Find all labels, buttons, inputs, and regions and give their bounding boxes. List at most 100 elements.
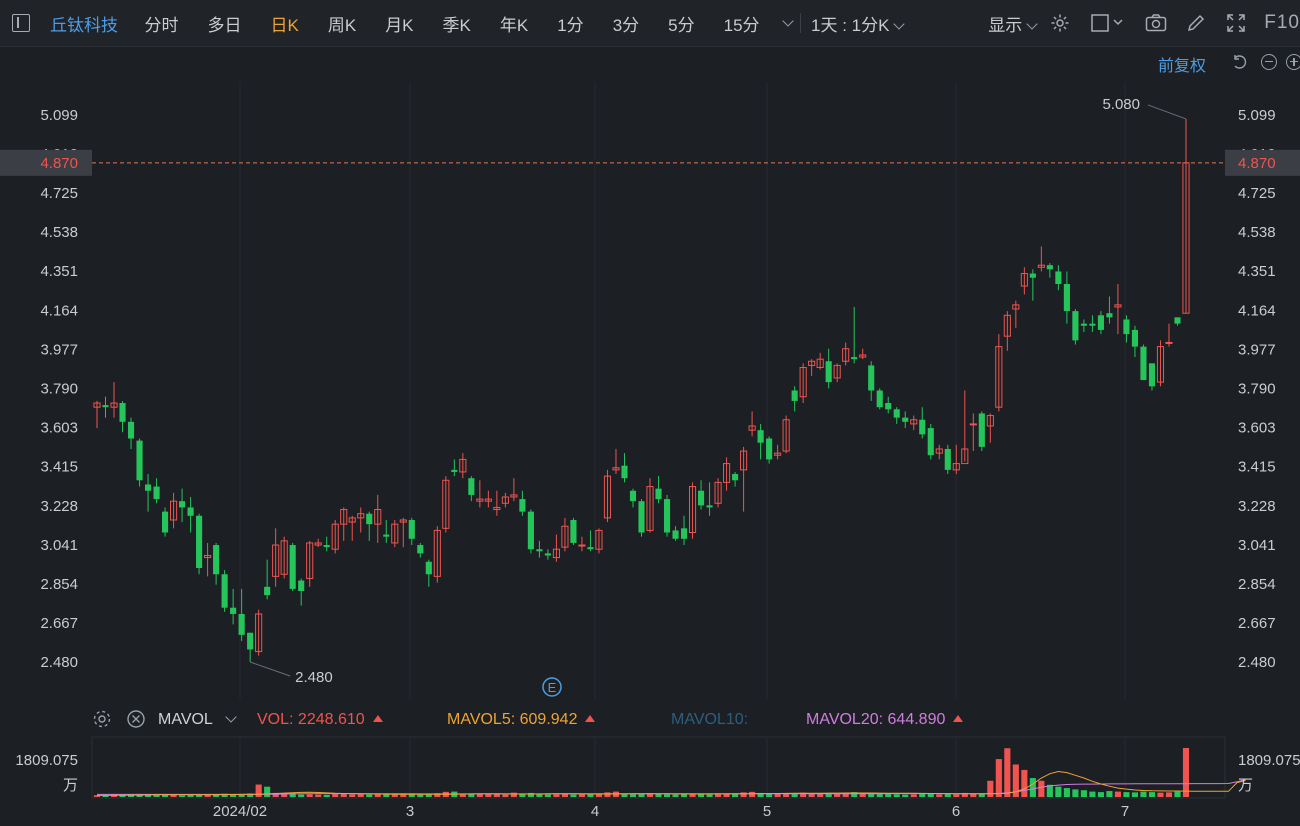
volume-bar (272, 792, 279, 797)
f10-button[interactable]: F10 (1264, 12, 1300, 33)
candle-body (110, 402, 118, 408)
tab-period[interactable]: 月K (385, 15, 414, 35)
sidebar-toggle-icon[interactable] (12, 14, 30, 32)
volume-bar (791, 793, 798, 797)
zoom-out-icon[interactable] (1261, 54, 1277, 70)
candle-body (706, 505, 713, 508)
candle-body (978, 413, 985, 447)
candle-body (859, 354, 867, 358)
price-tick-label: 4.351 (40, 263, 78, 280)
candle-body (314, 542, 322, 546)
gear-icon[interactable] (1048, 11, 1072, 35)
price-tick-label: 4.164 (1238, 302, 1276, 319)
mavol5-value: MAVOL5: 609.942 (447, 711, 596, 729)
camera-icon[interactable] (1144, 11, 1168, 35)
candle-body (842, 348, 850, 362)
indicator-close-icon[interactable] (126, 709, 146, 734)
price-axis-right: 5.099 4.725 4.538 4.351 4.164 3.977 3.790 3.603… (1225, 107, 1300, 671)
candle-body (298, 580, 305, 591)
tab-period[interactable]: 5分 (668, 15, 695, 35)
candle-body (272, 544, 280, 577)
candle-body (561, 525, 569, 548)
volume-bars (93, 748, 1190, 797)
candle-body (697, 490, 705, 506)
volume-bar (366, 794, 373, 797)
candle-body (136, 440, 143, 481)
tab-period[interactable]: 日K (270, 15, 299, 35)
candle-body (851, 357, 858, 360)
volume-bar (510, 792, 517, 797)
candle-body (570, 519, 577, 543)
zoom-in-icon[interactable] (1286, 54, 1300, 70)
volume-bar (570, 794, 577, 797)
mavol20-value: MAVOL20: 644.890 (806, 711, 964, 729)
candle-body (902, 417, 909, 422)
tab-period[interactable]: 1分 (557, 15, 584, 35)
volume-bar (672, 794, 679, 797)
display-menu-button[interactable]: 显示 (984, 11, 1040, 36)
tab-period[interactable]: 年K (499, 15, 529, 35)
volume-bar (740, 792, 747, 797)
candle-body (927, 428, 934, 456)
candle-body (468, 478, 475, 495)
candle-body (484, 498, 492, 502)
reset-icon[interactable] (1231, 53, 1249, 71)
time-axis-label: 7 (1121, 803, 1129, 820)
volume-bar (655, 793, 662, 797)
tab-period[interactable]: 分时 (144, 15, 179, 35)
up-arrow-icon (372, 715, 383, 722)
interval-select[interactable]: 1天 : 1分K (805, 11, 909, 36)
volume-bar (646, 793, 654, 797)
volume-bar (1012, 764, 1019, 797)
volume-bar (153, 794, 160, 797)
stock-name[interactable]: 丘钛科技 (50, 15, 118, 35)
candle-body (306, 542, 314, 579)
candle-body (1063, 283, 1070, 312)
candle-body (782, 419, 790, 452)
fullscreen-icon[interactable] (1224, 11, 1248, 35)
candle-body (442, 479, 450, 529)
candle-body (935, 448, 943, 454)
indicator-gear-icon[interactable] (92, 709, 112, 734)
candle-body (595, 529, 603, 550)
candle-body (1012, 304, 1020, 310)
period-tabs: 分时 多日 日K 周K 月K 季K 年K 1分 3分 5分 15分 (130, 11, 774, 36)
volume-bar (476, 794, 483, 797)
candle-body (408, 519, 415, 539)
candle-body (153, 486, 160, 500)
volume-bar (196, 794, 203, 797)
time-axis: 2024/02 3 4 5 6 7 (213, 803, 1129, 820)
adjust-mode-button[interactable]: 前复权 (1158, 58, 1207, 75)
volume-max-label-left: 1809.075 (15, 752, 78, 769)
candle-body (723, 463, 731, 483)
pencil-icon[interactable] (1184, 11, 1208, 35)
candle-body (1080, 323, 1087, 326)
volume-bar (332, 794, 339, 797)
indicator-name-select[interactable]: MAVOL (158, 711, 237, 729)
volume-bar (808, 793, 815, 797)
candle-body (425, 561, 432, 575)
tab-period[interactable]: 季K (442, 15, 471, 35)
current-price-label-right: 4.870 (1238, 155, 1276, 172)
volume-bar (783, 793, 790, 797)
mavol10-value: MAVOL10: (671, 711, 748, 729)
tab-period[interactable]: 3分 (612, 15, 640, 35)
volume-bar (400, 794, 407, 797)
candle-body (1097, 315, 1104, 330)
tab-period[interactable]: 周K (327, 15, 357, 35)
candle-body (119, 403, 126, 422)
candle-body (1182, 162, 1190, 314)
volume-bar (1089, 791, 1096, 797)
layout-select-icon[interactable] (1088, 11, 1128, 35)
volume-bar (179, 795, 186, 797)
tab-period[interactable]: 15分 (723, 15, 760, 35)
volume-bar (485, 794, 492, 797)
candle-body (672, 530, 679, 539)
candle-body (459, 458, 467, 473)
time-axis-label: 2024/02 (213, 803, 267, 820)
volume-bar (230, 794, 237, 797)
candle-body (1123, 319, 1130, 335)
price-tick-label: 3.041 (1238, 537, 1276, 554)
tab-period[interactable]: 多日 (207, 15, 242, 35)
